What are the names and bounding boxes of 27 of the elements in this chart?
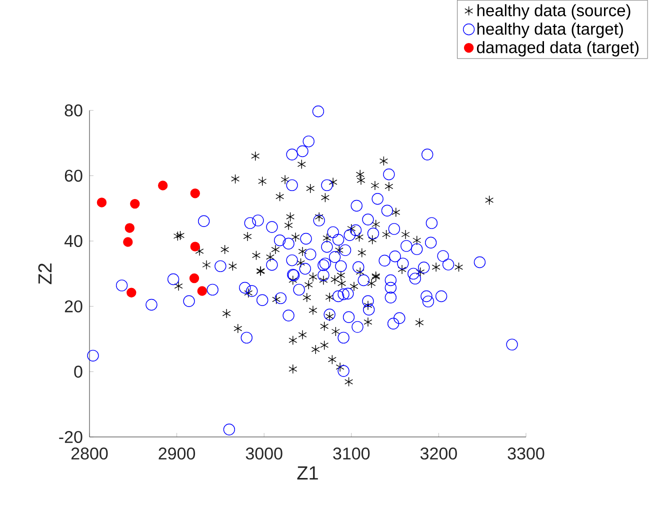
x-tick-label: 2900 [158,448,196,460]
legend-label: healthy data (source) [477,4,630,20]
y-tick-label: -20 [59,430,82,444]
x-tick-label: 2800 [71,448,108,460]
point [190,188,200,198]
y-tick-label: 40 [64,235,82,248]
point [124,223,135,233]
y-tick-label: 0 [74,366,82,378]
x-tick-label: 3100 [333,448,370,460]
legend-label: damaged data (target) [477,41,639,56]
x-tick-label: 3000 [246,448,282,460]
point [197,286,207,296]
point [158,180,168,190]
y-axis-title: Z2 [38,264,52,284]
y-tick-label: 60 [64,170,82,182]
point [130,198,140,209]
point [189,273,200,284]
y-tick-label: 20 [64,300,82,312]
x-tick-label: 3300 [508,448,544,460]
point [96,198,107,208]
x-tick-label: 3200 [420,448,457,460]
x-axis-title: Z1 [297,466,318,480]
point [190,242,200,252]
legend-label: healthy data (target) [477,22,623,38]
point [123,237,133,247]
y-tick-label: 80 [64,104,82,116]
point [126,288,136,298]
